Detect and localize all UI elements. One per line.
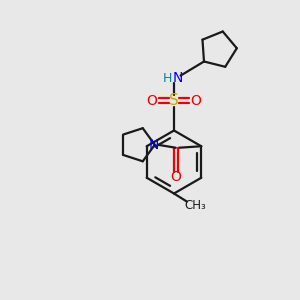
- Text: O: O: [170, 170, 181, 184]
- Text: H: H: [163, 71, 172, 85]
- Text: CH₃: CH₃: [184, 199, 206, 212]
- Text: O: O: [147, 94, 158, 107]
- Text: S: S: [169, 93, 179, 108]
- Text: N: N: [148, 138, 159, 152]
- Text: N: N: [172, 71, 183, 85]
- Text: O: O: [190, 94, 201, 107]
